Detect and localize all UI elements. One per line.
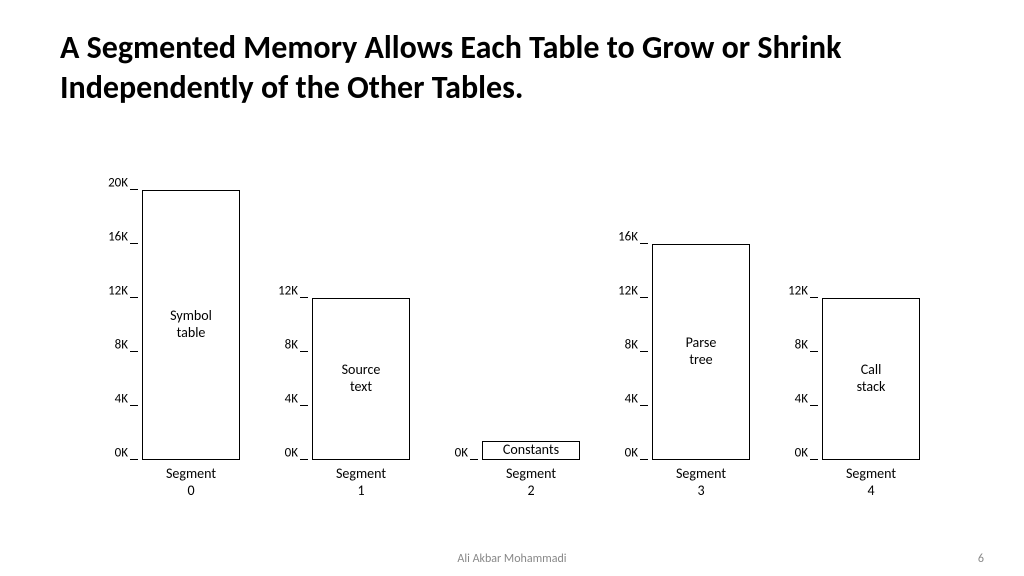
segment-4: Callstack0K4K8K12KSegment4 — [822, 298, 920, 460]
axis-tick-label: 4K — [795, 392, 808, 407]
footer-author: Ali Akbar Mohammadi — [0, 552, 1024, 566]
axis-tick — [130, 351, 138, 352]
segment-caption: Segment2 — [482, 466, 580, 500]
axis-tick — [300, 405, 308, 406]
axis-tick-label: 16K — [618, 230, 638, 245]
axis-tick — [640, 459, 648, 460]
axis-tick — [640, 351, 648, 352]
axis-tick — [470, 459, 478, 460]
axis-tick-label: 0K — [795, 446, 808, 461]
axis-tick — [640, 405, 648, 406]
axis-tick-label: 12K — [788, 284, 808, 299]
axis-tick-label: 0K — [285, 446, 298, 461]
axis-tick — [300, 297, 308, 298]
axis-tick — [130, 297, 138, 298]
axis-tick — [810, 351, 818, 352]
axis-tick — [640, 297, 648, 298]
axis-tick — [130, 405, 138, 406]
axis-tick-label: 12K — [618, 284, 638, 299]
axis-tick-label: 4K — [115, 392, 128, 407]
axis-tick-label: 8K — [115, 338, 128, 353]
axis-tick — [810, 405, 818, 406]
segment-box: Sourcetext — [312, 298, 410, 460]
footer-page-number: 6 — [978, 552, 984, 566]
segment-box-label: Sourcetext — [342, 362, 381, 396]
axis-tick — [300, 351, 308, 352]
segment-2: Constants0KSegment2 — [482, 441, 580, 460]
axis-tick — [130, 243, 138, 244]
axis-tick — [130, 459, 138, 460]
segment-caption: Segment1 — [312, 466, 410, 500]
axis-tick — [300, 459, 308, 460]
segment-box-label: Symboltable — [170, 308, 212, 342]
segment-box: Callstack — [822, 298, 920, 460]
axis-tick-label: 0K — [455, 446, 468, 461]
slide: A Segmented Memory Allows Each Table to … — [0, 0, 1024, 576]
axis-tick-label: 8K — [285, 338, 298, 353]
segment-box: Constants — [482, 441, 580, 460]
axis-tick-label: 0K — [625, 446, 638, 461]
segmented-memory-diagram: Symboltable0K4K8K12K16K20KSegment0Source… — [0, 120, 1024, 500]
segment-box-label: Constants — [503, 442, 559, 459]
axis-tick — [640, 243, 648, 244]
segment-0: Symboltable0K4K8K12K16K20KSegment0 — [142, 190, 240, 460]
axis-tick — [130, 189, 138, 190]
segment-box: Symboltable — [142, 190, 240, 460]
axis-tick-label: 12K — [278, 284, 298, 299]
axis-tick-label: 16K — [108, 230, 128, 245]
segment-caption: Segment0 — [142, 466, 240, 500]
segment-caption: Segment4 — [822, 466, 920, 500]
slide-title: A Segmented Memory Allows Each Table to … — [60, 28, 960, 108]
axis-tick-label: 8K — [625, 338, 638, 353]
segment-1: Sourcetext0K4K8K12KSegment1 — [312, 298, 410, 460]
axis-tick-label: 12K — [108, 284, 128, 299]
segment-box-label: Parsetree — [686, 335, 717, 369]
segment-caption: Segment3 — [652, 466, 750, 500]
axis-tick-label: 4K — [625, 392, 638, 407]
axis-tick — [810, 297, 818, 298]
segment-box: Parsetree — [652, 244, 750, 460]
axis-tick-label: 20K — [108, 176, 128, 191]
axis-tick-label: 8K — [795, 338, 808, 353]
segment-box-label: Callstack — [857, 362, 886, 396]
axis-tick-label: 4K — [285, 392, 298, 407]
axis-tick-label: 0K — [115, 446, 128, 461]
axis-tick — [810, 459, 818, 460]
segment-3: Parsetree0K4K8K12K16KSegment3 — [652, 244, 750, 460]
